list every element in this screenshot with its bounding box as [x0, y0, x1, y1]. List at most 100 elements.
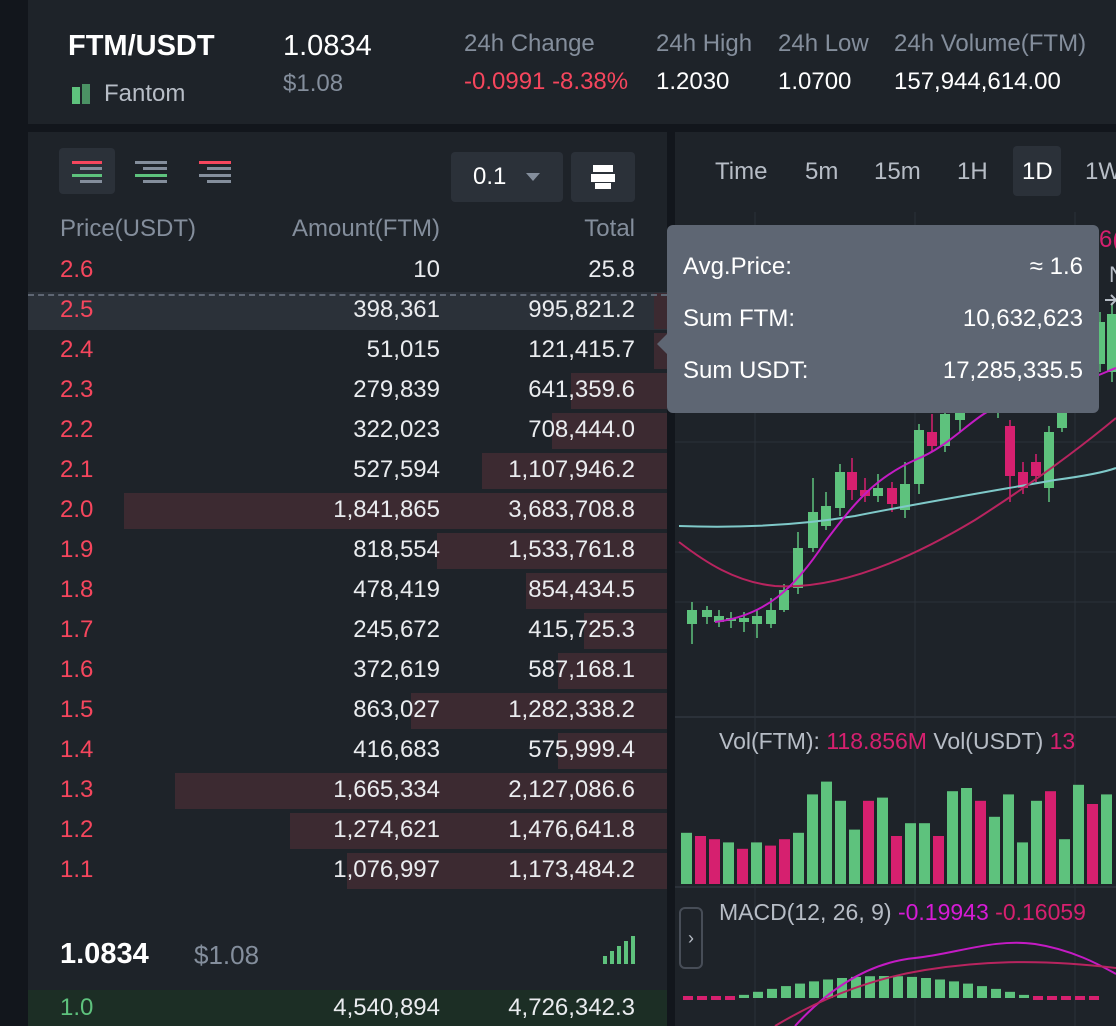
ask-price: 2.3 — [60, 376, 94, 403]
macd-bar — [1047, 996, 1057, 1000]
candle-body — [1095, 322, 1105, 364]
bid-price: 1.0 — [60, 994, 94, 1021]
ask-row[interactable]: 2.0 1,841,865 3,683,708.8 — [28, 492, 667, 530]
order-book: 0.1 Price(USDT) Amount(FTM) Total 2.6 10 2… — [28, 132, 667, 1026]
tab-time[interactable]: Time — [715, 158, 768, 185]
low-value: 1.0700 — [778, 68, 852, 95]
ask-row[interactable]: 1.7 245,672 415,725.3 — [28, 612, 667, 650]
ask-total: 25.8 — [588, 256, 635, 283]
ask-row[interactable]: 2.5 398,361 995,821.2 — [28, 292, 667, 330]
candle-body — [847, 472, 857, 490]
coin-info[interactable]: Fantom — [72, 80, 185, 108]
volume-bar — [1059, 839, 1070, 884]
macd-bar — [795, 983, 805, 998]
amount-column-header: Amount(FTM) — [291, 215, 440, 242]
asks-view-button[interactable] — [187, 148, 243, 194]
candle-body — [752, 616, 762, 624]
tab-1w[interactable]: 1W — [1085, 158, 1116, 185]
depth-bar — [558, 733, 667, 769]
hover-divider — [28, 294, 667, 296]
depth-bar — [175, 773, 667, 809]
volume-bar — [709, 839, 720, 884]
candle-body — [1031, 462, 1041, 476]
ask-row[interactable]: 1.5 863,027 1,282,338.2 — [28, 692, 667, 730]
signal-bars-icon — [603, 936, 635, 964]
candle-body — [940, 414, 950, 446]
ask-price: 2.0 — [60, 496, 94, 523]
layout-button[interactable] — [571, 152, 635, 202]
ask-total: 587,168.1 — [528, 656, 635, 683]
volume-bar — [933, 836, 944, 884]
ask-row[interactable]: 1.9 818,554 1,533,761.8 — [28, 532, 667, 570]
ask-row[interactable]: 1.4 416,683 575,999.4 — [28, 732, 667, 770]
ask-row[interactable]: 2.1 527,594 1,107,946.2 — [28, 452, 667, 490]
volume-legend: Vol(FTM): 118.856M Vol(USDT) 13 — [719, 728, 1075, 755]
depth-tooltip: Avg.Price: ≈ 1.6 Sum FTM: 10,632,623 Sum… — [657, 225, 1099, 413]
ask-row[interactable]: 2.2 322,023 708,444.0 — [28, 412, 667, 450]
sum-ftm-value: 10,632,623 — [962, 305, 1083, 332]
change-value: -0.0991 -8.38% — [464, 68, 629, 95]
arrow-right-icon — [1105, 294, 1116, 306]
volume-bar — [821, 781, 832, 884]
ask-price: 1.3 — [60, 776, 94, 803]
tab-1h[interactable]: 1H — [957, 158, 988, 185]
ask-total: 121,415.7 — [528, 336, 635, 363]
volume-bar — [849, 829, 860, 884]
ask-row[interactable]: 2.4 51,015 121,415.7 — [28, 332, 667, 370]
candle-body — [821, 506, 831, 526]
ask-row[interactable]: 2.6 10 25.8 — [28, 252, 667, 290]
macd-bar — [767, 988, 777, 998]
macd-bar — [963, 983, 973, 998]
ask-row[interactable]: 1.6 372,619 587,168.1 — [28, 652, 667, 690]
ask-price: 2.1 — [60, 456, 94, 483]
ask-total: 415,725.3 — [528, 616, 635, 643]
precision-value: 0.1 — [473, 163, 507, 190]
ask-row[interactable]: 2.3 279,839 641,359.6 — [28, 372, 667, 410]
candle-body — [914, 430, 924, 484]
bid-row[interactable]: 1.0 4,540,894 4,726,342.3 — [28, 990, 667, 1026]
depth-bar — [584, 613, 667, 649]
tab-5m[interactable]: 5m — [805, 158, 839, 185]
bid-total: 4,726,342.3 — [508, 994, 635, 1021]
depth-bar — [347, 853, 667, 889]
volume-bar — [947, 791, 958, 884]
high-value: 1.2030 — [656, 68, 730, 95]
ask-total: 1,533,761.8 — [508, 536, 635, 563]
volume-bar — [723, 842, 734, 884]
volume-bar — [1031, 800, 1042, 884]
ticker-header: FTM/USDT Fantom 1.0834 $1.08 24h Change … — [28, 0, 1116, 124]
candle-body — [702, 610, 712, 617]
depth-bar — [571, 373, 667, 409]
ask-row[interactable]: 1.1 1,076,997 1,173,484.2 — [28, 852, 667, 890]
ask-price: 1.5 — [60, 696, 94, 723]
volume-bar — [765, 845, 776, 884]
tab-1d[interactable]: 1D — [1022, 158, 1053, 185]
expand-panel-button[interactable]: › — [679, 907, 703, 969]
ask-row[interactable]: 1.2 1,274,621 1,476,641.8 — [28, 812, 667, 850]
partial-label: N — [1109, 262, 1116, 287]
ask-row[interactable]: 1.8 478,419 854,434.5 — [28, 572, 667, 610]
tab-15m[interactable]: 15m — [874, 158, 921, 185]
macd-bar — [949, 981, 959, 998]
ask-row[interactable]: 1.3 1,665,334 2,127,086.6 — [28, 772, 667, 810]
volume-value: 157,944,614.00 — [894, 68, 1061, 95]
macd-bar — [1033, 996, 1043, 1000]
ask-amount: 279,839 — [353, 376, 440, 403]
partial-price-label: 6( — [1099, 226, 1116, 253]
volume-bar — [1045, 791, 1056, 884]
ask-price: 1.7 — [60, 616, 94, 643]
both-sides-view-button[interactable] — [59, 148, 115, 194]
ask-amount: 322,023 — [353, 416, 440, 443]
ask-amount: 478,419 — [353, 576, 440, 603]
depth-bar — [290, 813, 667, 849]
volume-bar — [863, 800, 874, 884]
volume-bar — [1073, 784, 1084, 884]
ask-amount: 372,619 — [353, 656, 440, 683]
candle-body — [779, 590, 789, 610]
candle-body — [739, 618, 749, 622]
ask-amount: 10 — [413, 256, 440, 283]
precision-select[interactable]: 0.1 — [451, 152, 563, 202]
bids-view-button[interactable] — [123, 148, 179, 194]
market-symbol[interactable]: FTM/USDT — [68, 30, 215, 62]
volume-bar — [737, 848, 748, 884]
